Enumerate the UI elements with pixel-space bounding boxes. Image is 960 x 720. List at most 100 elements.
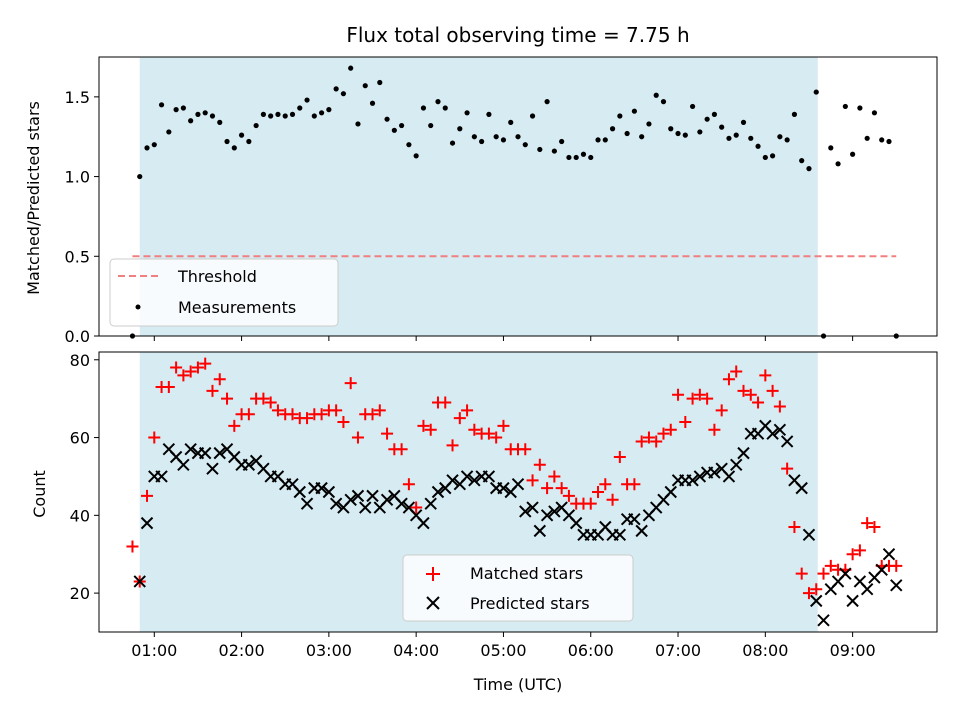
x-tick-label: 02:00 bbox=[219, 641, 265, 660]
matched-star-point bbox=[264, 396, 277, 409]
measurement-point bbox=[493, 134, 499, 140]
measurement-point bbox=[348, 65, 354, 71]
matched-star-point bbox=[177, 369, 190, 382]
matched-star-point bbox=[497, 419, 510, 432]
measurement-point bbox=[799, 158, 805, 164]
measurement-point bbox=[333, 86, 339, 92]
predicted-star-point bbox=[213, 446, 226, 460]
matched-star-point bbox=[373, 404, 386, 417]
predicted-star-point bbox=[329, 497, 343, 510]
matched-star-point bbox=[817, 567, 830, 580]
measurement-point bbox=[522, 142, 528, 148]
matched-star-point bbox=[206, 384, 219, 397]
top-axes-frame bbox=[98, 56, 938, 337]
matched-star-point bbox=[381, 427, 394, 440]
matched-star-point bbox=[722, 373, 735, 386]
measurement-point bbox=[435, 99, 441, 105]
legend-measurements-label: Measurements bbox=[178, 298, 296, 317]
predicted-star-point bbox=[315, 481, 328, 495]
measurement-point bbox=[355, 121, 361, 127]
matched-star-point bbox=[301, 412, 314, 425]
top-y-ticks: 0.0 0.5 1.0 1.5 bbox=[65, 88, 99, 346]
matched-star-point bbox=[853, 544, 866, 557]
matched-star-point bbox=[846, 548, 859, 561]
matched-star-point bbox=[795, 567, 808, 580]
matched-star-point bbox=[606, 493, 619, 506]
predicted-star-point bbox=[730, 458, 743, 471]
measurement-point bbox=[711, 111, 718, 117]
matched-star-point bbox=[744, 388, 757, 401]
measurement-point bbox=[806, 166, 812, 172]
matched-star-point bbox=[686, 392, 699, 405]
measurement-point bbox=[529, 113, 536, 119]
measurement-point bbox=[646, 121, 652, 127]
matched-star-point bbox=[541, 482, 554, 495]
matched-star-point bbox=[344, 377, 357, 390]
matched-star-point bbox=[286, 408, 299, 421]
top-y-tick-label: 1.0 bbox=[65, 168, 90, 187]
predicted-star-point bbox=[722, 470, 736, 483]
matched-star-point bbox=[555, 482, 568, 495]
predicted-star-point bbox=[395, 497, 408, 510]
matched-star-point bbox=[635, 435, 648, 448]
predicted-star-point bbox=[293, 485, 306, 499]
matched-star-point bbox=[126, 540, 139, 553]
measurement-point bbox=[515, 134, 521, 140]
matched-star-point bbox=[701, 392, 714, 405]
measurement-point bbox=[835, 161, 841, 167]
matched-star-point bbox=[228, 419, 241, 432]
measurement-point bbox=[624, 130, 630, 137]
measurement-point bbox=[828, 145, 834, 151]
matched-star-point bbox=[628, 478, 641, 491]
predicted-star-point bbox=[206, 462, 219, 475]
matched-star-point bbox=[788, 521, 801, 533]
legend-predicted-label: Predicted stars bbox=[470, 594, 590, 613]
measurement-point bbox=[631, 108, 637, 114]
measurement-point bbox=[770, 153, 776, 159]
measurement-point bbox=[588, 154, 594, 161]
matched-star-point bbox=[446, 439, 459, 452]
measurement-point bbox=[566, 154, 572, 161]
measurement-point bbox=[762, 154, 768, 161]
matched-star-point bbox=[773, 400, 786, 413]
matched-star-point bbox=[141, 489, 154, 502]
predicted-star-point bbox=[780, 435, 794, 448]
predicted-star-point bbox=[177, 458, 190, 471]
measurement-point bbox=[457, 126, 463, 132]
matched-star-point bbox=[402, 478, 415, 491]
matched-star-point bbox=[453, 412, 466, 425]
measurement-point bbox=[660, 99, 667, 105]
measurement-point bbox=[748, 135, 754, 141]
measurement-point bbox=[675, 130, 681, 137]
measurement-points bbox=[129, 65, 899, 339]
bottom-y-tick-label: 40 bbox=[70, 506, 90, 525]
matched-star-point bbox=[366, 408, 379, 421]
measurement-point bbox=[784, 137, 790, 143]
matched-star-point bbox=[752, 396, 765, 409]
measurement-point bbox=[442, 105, 448, 111]
matched-star-point bbox=[490, 431, 503, 444]
matched-star-point bbox=[562, 489, 575, 502]
predicted-star-point bbox=[686, 474, 699, 487]
measurement-point bbox=[340, 91, 347, 97]
matched-star-point bbox=[642, 431, 655, 444]
measurement-point bbox=[253, 122, 259, 129]
measurement-point bbox=[289, 111, 296, 117]
matched-star-point bbox=[519, 443, 532, 456]
predicted-star-point bbox=[526, 501, 539, 514]
measurement-point bbox=[653, 92, 659, 98]
matched-star-point bbox=[592, 486, 605, 498]
top-y-tick-label: 0.0 bbox=[65, 327, 90, 346]
predicted-star-point bbox=[810, 594, 823, 608]
measurement-point bbox=[246, 138, 252, 145]
chart-title: Flux total observing time = 7.75 h bbox=[346, 23, 689, 47]
predicted-star-point bbox=[839, 567, 852, 580]
matched-star-point bbox=[708, 423, 721, 436]
matched-star-point bbox=[861, 517, 874, 530]
predicted-star-point bbox=[424, 497, 437, 510]
measurement-point bbox=[195, 111, 201, 117]
matched-star-point bbox=[672, 388, 685, 401]
matched-star-point bbox=[759, 369, 772, 382]
matched-star-point bbox=[439, 396, 452, 409]
